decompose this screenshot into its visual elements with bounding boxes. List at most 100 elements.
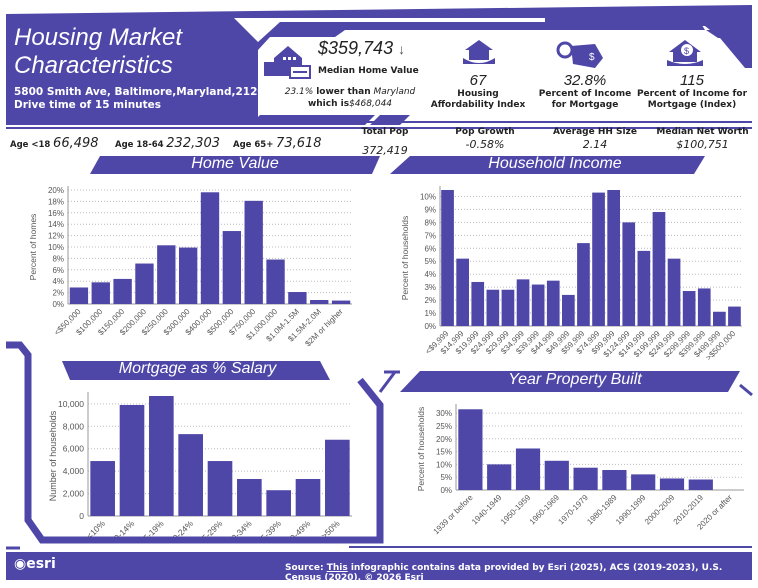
bar [713, 311, 726, 326]
house-icon [264, 46, 311, 79]
title-line-1: Housing Market [14, 24, 183, 51]
y-tick-label: 7% [424, 231, 436, 240]
y-tick-label: 8,000 [63, 421, 85, 431]
bar [487, 464, 512, 490]
y-tick-label: 2% [424, 296, 436, 305]
source-text: infographic contains data provided by Es… [285, 563, 723, 583]
y-tick-label: 4% [52, 277, 64, 286]
kpi-label: Percent of Income for Mortgage (Index) [636, 89, 748, 110]
stat-value: 372,419 [362, 144, 408, 157]
y-tick-label: 10% [420, 192, 436, 201]
bar [515, 448, 541, 490]
source-line: Source: This infographic contains data p… [285, 563, 758, 583]
price-tag-icon: $ [556, 41, 603, 68]
bar [577, 243, 590, 326]
bar [516, 279, 530, 326]
y-tick-label: 4,000 [63, 466, 85, 476]
x-tick-label: 1939 or before [432, 493, 476, 537]
compare-pct: 23.1% [284, 87, 314, 97]
bar [113, 278, 132, 304]
y-tick-label: 8% [424, 218, 436, 227]
kpi-label: Percent of Income for Mortgage [538, 89, 632, 110]
y-tick-label: 5% [440, 473, 452, 482]
kpi-affordability: 67 Housing Affordability Index [428, 72, 528, 111]
bar [222, 231, 242, 304]
y-tick-label: 25% [436, 422, 452, 431]
y-tick-label: 0 [79, 511, 84, 521]
source-label: Source: [285, 563, 324, 573]
bar [119, 404, 145, 516]
house-hand-icon [463, 40, 495, 64]
y-tick-label: 0% [52, 300, 64, 309]
y-tick-label: 14% [48, 220, 64, 229]
house-dollar-icon: $ [667, 40, 703, 66]
median-home-label: Median Home Value [318, 66, 419, 76]
down-arrow-icon: ↓ [398, 41, 406, 57]
kpi-income-mortgage-index: 115 Percent of Income for Mortgage (Inde… [636, 72, 748, 111]
stat-hh-size: Average HH Size 2.14 [545, 127, 645, 151]
y-axis-label: Percent of households [400, 216, 410, 301]
bar [200, 192, 220, 304]
y-axis-label: Percent of households [416, 407, 426, 492]
age-value: 73,618 [276, 136, 322, 151]
y-tick-label: 9% [424, 205, 436, 214]
bar [592, 192, 605, 326]
age-under-18: Age <18 66,498 [10, 136, 99, 151]
x-tick-label: 10-14% [109, 518, 137, 537]
bar [631, 474, 656, 490]
bar [91, 282, 110, 304]
bar [135, 263, 154, 304]
age-18-64: Age 18-64 232,303 [115, 136, 220, 151]
bar [266, 259, 285, 304]
stat-total-pop: Total Pop 372,419 [345, 127, 425, 157]
year-built-chart: 0% 5% 10% 15% 20% 25% 30% Percent of households… [416, 404, 744, 537]
kpi-value: 115 [680, 72, 704, 89]
y-tick-label: 5% [424, 257, 436, 266]
median-home-value-text: $359,743 [318, 38, 394, 58]
logo-text: esri [26, 556, 56, 572]
esri-logo: ◉esri [14, 556, 56, 572]
address: 5800 Smith Ave, Baltimore,Maryland,21209 [14, 86, 272, 98]
y-tick-label: 12% [48, 232, 64, 241]
y-tick-label: 6% [52, 266, 64, 275]
y-tick-label: 8% [52, 254, 64, 263]
bar [295, 478, 321, 516]
household-income-chart: 0% 1% 2% 3% 4% 5% 6% 7% 8% 9% 10% Percent of househ… [400, 186, 742, 362]
section-title-mortgage: Mortgage as % Salary [118, 360, 277, 377]
y-tick-label: 0% [424, 322, 436, 331]
stat-value: -0.58% [465, 138, 505, 151]
svg-text:$: $ [684, 46, 689, 56]
y-tick-label: 3% [424, 283, 436, 292]
x-tick-label: 25-29% [197, 518, 225, 537]
age-label: Age 65+ [233, 140, 274, 150]
x-tick-label: 40-49% [285, 518, 313, 537]
bar [501, 289, 515, 326]
section-title-home-value: Home Value [191, 155, 279, 172]
section-title-household-income: Household Income [488, 155, 622, 172]
y-tick-label: 18% [48, 197, 64, 206]
globe-icon: ◉ [14, 556, 27, 572]
which-is: which is [307, 99, 350, 109]
bar [310, 300, 329, 304]
section-title-year-built: Year Property Built [508, 371, 642, 388]
source-link[interactable]: This [326, 563, 348, 573]
median-home-value: $359,743 ↓ [318, 38, 405, 59]
age-label: Age 18-64 [115, 140, 164, 150]
y-tick-label: 15% [436, 448, 452, 457]
x-tick-label: 30-34% [226, 518, 254, 537]
age-value: 66,498 [53, 136, 99, 151]
bar [728, 306, 741, 326]
y-tick-label: 4% [424, 270, 436, 279]
y-tick-label: 10% [436, 460, 452, 469]
y-tick-label: 20% [48, 186, 64, 195]
bar [149, 396, 174, 516]
svg-text:$: $ [589, 52, 595, 63]
kpi-label: Housing Affordability Index [430, 89, 526, 110]
stat-label: Median Net Worth [656, 127, 749, 137]
stat-value: 2.14 [582, 138, 608, 151]
y-tick-label: 2,000 [63, 489, 85, 499]
bar [458, 409, 483, 490]
bar [331, 300, 351, 304]
kpi-income-mortgage: 32.8% Percent of Income for Mortgage [535, 72, 635, 111]
